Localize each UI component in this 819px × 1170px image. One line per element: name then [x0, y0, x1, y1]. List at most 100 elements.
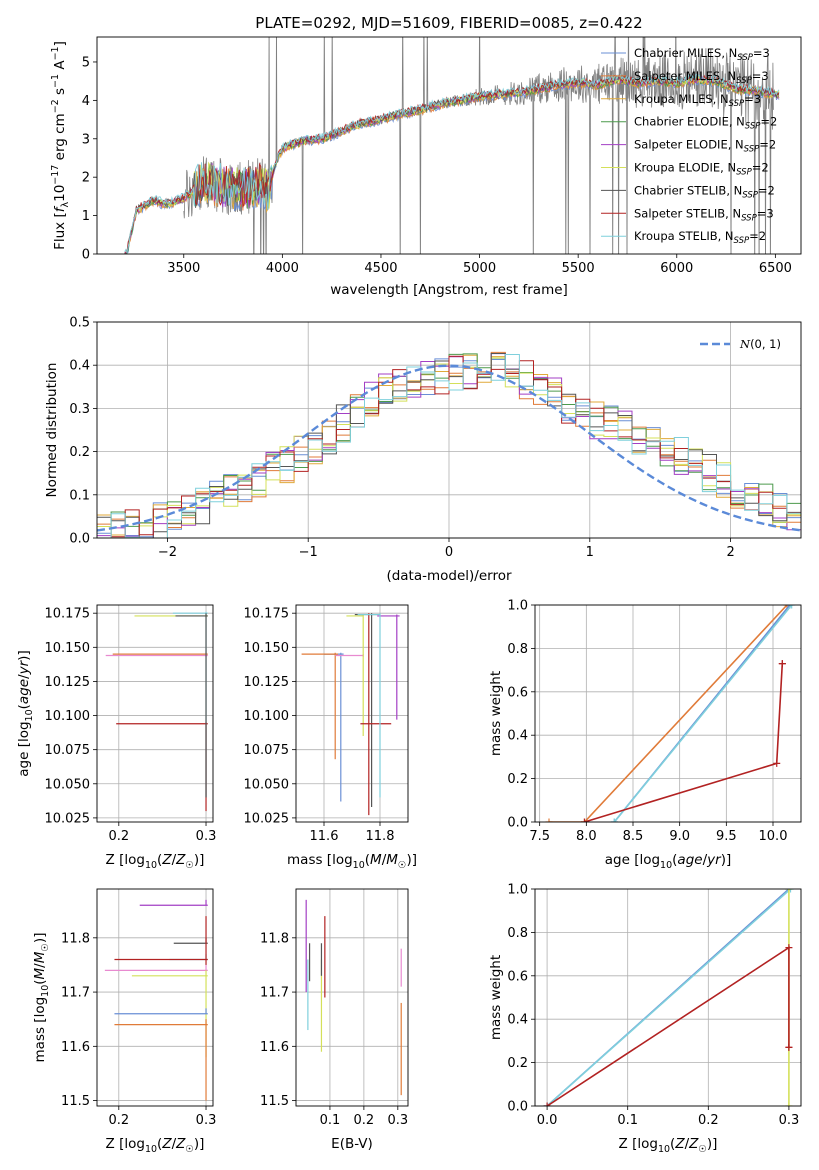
y-tick-label: 0.4	[507, 729, 528, 744]
error-point	[346, 614, 364, 737]
label-part: /	[382, 852, 387, 868]
axes-age-vs-Z: 0.2 0.3 10.025 10.050 10.075 10.100 10.125 10.1…	[16, 604, 216, 871]
axes-massweight-vs-Z: 0.0 0.1 0.2 0.30.00.20.40.60.81.0Z [log10(Z…	[488, 883, 802, 1155]
legend-label-base: Chabrier MILES, N	[634, 46, 737, 60]
label-part: 10	[658, 1144, 670, 1155]
label-part: mass [log	[32, 997, 48, 1063]
label-part: 10	[145, 1144, 157, 1155]
label-part: M	[32, 967, 48, 979]
label-part: (	[672, 852, 677, 868]
y-tick-label: 11.8	[61, 931, 90, 946]
legend-label: Chabrier MILES, NSSP=3	[634, 46, 770, 63]
x-tick-label: 1	[586, 545, 594, 560]
y-tick-label: 0.3	[69, 402, 90, 417]
plot-area-massweight-vs-Z	[543, 889, 795, 1106]
histogram-step	[97, 355, 801, 538]
ticks-residuals: −2 −1 0 1 2 0.0 0.1 0.2 0.3 0.4 0.5	[69, 316, 734, 561]
y-tick-label: 1.0	[507, 883, 528, 898]
axes-frame	[96, 604, 214, 823]
x-axis-label: age [log10(age/yr)]	[605, 852, 731, 871]
label-part: Z [log	[106, 852, 145, 868]
label-part: 10	[660, 860, 672, 871]
x-axis-label: (data-model)/error	[386, 568, 512, 584]
y-axis-label: Normed distribution	[44, 363, 60, 498]
legend-label-sub: SSP	[736, 76, 752, 86]
y-tick-label: 11.5	[260, 1094, 289, 1109]
figure-title: PLATE=0292, MJD=51609, FIBERID=0085, z=0…	[255, 14, 642, 32]
y-tick-label: 11.6	[260, 1040, 289, 1055]
x-tick-label: 10.0	[759, 829, 788, 844]
legend-label: Chabrier STELIB, NSSP=2	[634, 183, 775, 200]
ticks-mass-vs-EBV: 0.1 0.2 0.3 11.5 11.6 11.7 11.8	[260, 931, 408, 1128]
label-part: age	[16, 679, 32, 704]
plot-area-age-vs-Z	[105, 611, 208, 812]
error-point	[169, 954, 208, 961]
label-part: Z	[161, 852, 172, 868]
ticks-spectrum: 3500 4000 4500 5000 5500 6000 6500 0 1 2 3 4 5	[82, 55, 792, 276]
weight-marker	[773, 759, 781, 767]
y-tick-label: 11.8	[260, 931, 289, 946]
weight-marker	[788, 605, 796, 609]
x-axis-label: mass [log10(M/M☉)]	[287, 852, 417, 871]
legend-label-tail: =2	[760, 115, 777, 129]
legend-label-n: N	[739, 337, 751, 351]
legend-label-tail: =2	[749, 229, 766, 243]
x-tick-label: 8.0	[576, 829, 597, 844]
y-axis-label: Flux [fλ10−17 erg cm−2 s−1 A−1]	[50, 41, 71, 250]
x-axis-label: Z [log10(Z/Z☉)]	[619, 1136, 718, 1155]
x-tick-label: 3500	[167, 261, 200, 276]
weight-marker	[785, 1043, 793, 1051]
plot-area-mass-vs-Z	[104, 899, 208, 1101]
error-point	[104, 964, 208, 971]
legend-label-base: Chabrier STELIB, N	[634, 183, 742, 197]
y-tick-label: 10.050	[244, 777, 290, 792]
y-tick-label: 11.7	[61, 986, 90, 1001]
error-point	[357, 613, 381, 798]
axes-frame	[295, 888, 409, 1107]
label-part: (	[365, 852, 370, 868]
legend-label: Kroupa MILES, NSSP=3	[634, 92, 761, 109]
axes-frame	[96, 36, 802, 255]
label-part: M	[386, 852, 398, 868]
gaussian-curve	[97, 364, 801, 532]
label-part: )]	[721, 852, 732, 868]
legend-label-base: Chabrier ELODIE, N	[634, 115, 745, 129]
y-tick-label: 10.150	[45, 641, 91, 656]
legend-label-base: Salpeter ELODIE, N	[634, 138, 744, 152]
histogram-step	[97, 354, 801, 538]
legend-label-base: Salpeter MILES, N	[634, 69, 736, 83]
label-part: /	[703, 852, 708, 868]
label-part: Z	[175, 852, 186, 868]
y-axis-label: mass weight	[488, 671, 504, 756]
legend-label: Chabrier ELODIE, NSSP=2	[634, 115, 777, 132]
label-part: ☉	[40, 943, 51, 952]
error-point	[139, 899, 208, 906]
x-tick-label: 0.2	[698, 1113, 719, 1128]
ticks-massweight-vs-age: 7.5 8.0 8.5 9.0 9.5 10.0 0.0 0.2 0.4 0.6 0.8 1.0	[507, 599, 787, 845]
label-part: /	[172, 852, 177, 868]
label-part: /	[172, 1136, 177, 1152]
x-tick-label: 0.3	[387, 1113, 408, 1128]
axes-massweight-vs-age: 7.5 8.0 8.5 9.0 9.5 10.0 0.0 0.2 0.4 0.6 0.8 1.0 age…	[488, 599, 802, 871]
y-tick-label: 10.175	[244, 607, 290, 622]
axes-mass-vs-Z: 0.2 0.311.511.611.711.8Z [log10(Z/Z☉)]mas…	[32, 888, 216, 1155]
error-point	[377, 614, 400, 720]
label-part: ]	[52, 41, 68, 46]
weight-line	[584, 663, 784, 822]
label-part: A	[52, 60, 68, 74]
legend-label-sub: SSP	[744, 145, 760, 155]
y-tick-label: 0.8	[507, 642, 528, 657]
legend-label-base: Kroupa STELIB, N	[634, 229, 734, 243]
error-point	[360, 613, 392, 816]
x-tick-label: 6500	[759, 261, 792, 276]
model-line	[124, 73, 780, 254]
y-tick-label: 10.100	[244, 709, 290, 724]
weight-line	[546, 946, 790, 1106]
y-tick-label: 2	[82, 171, 90, 186]
error-point	[172, 611, 208, 798]
label-part: Z	[688, 1136, 699, 1152]
label-part: (	[670, 1136, 675, 1152]
x-tick-label: 11.6	[310, 829, 339, 844]
